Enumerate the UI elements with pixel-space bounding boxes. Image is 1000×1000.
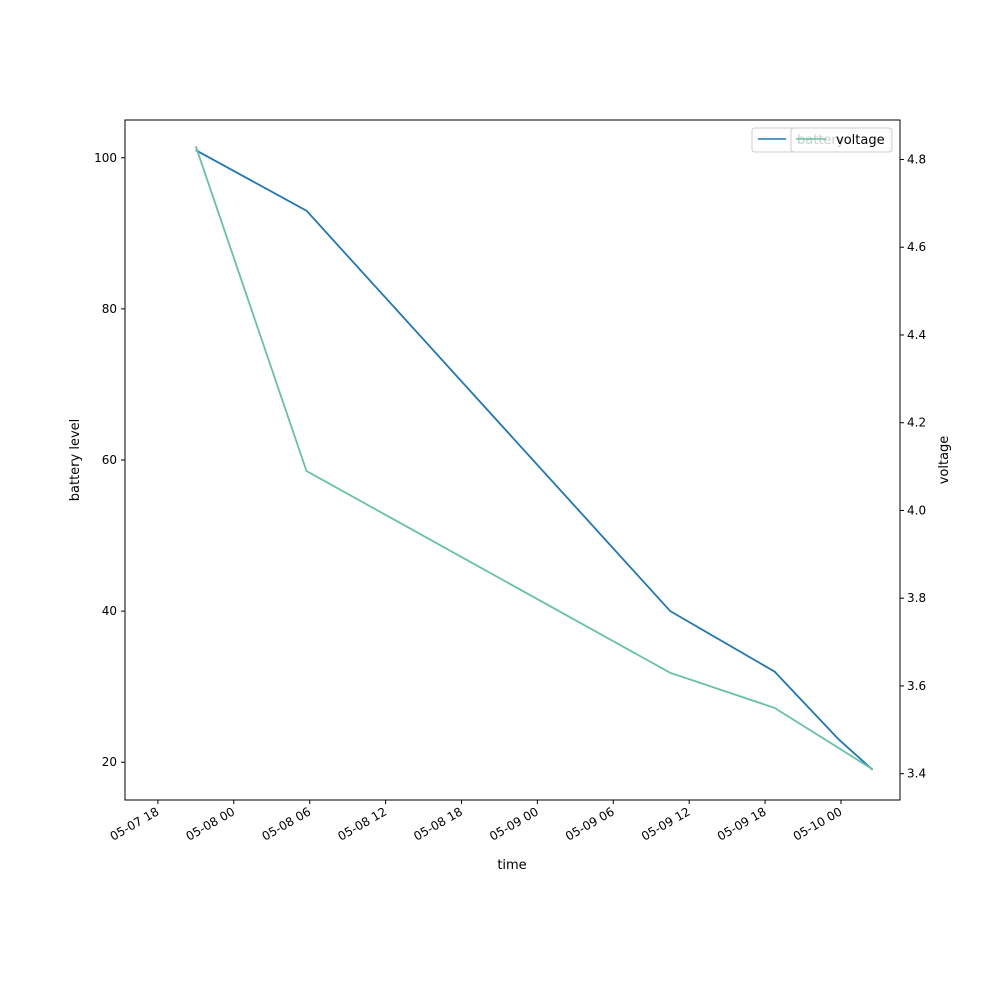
right-y-tick-label: 3.6 (907, 679, 926, 693)
series-line-battery (195, 149, 874, 771)
legend-voltage: voltage (790, 127, 893, 153)
left-y-tick-label: 100 (94, 151, 117, 165)
left-y-axis-label: battery level (68, 419, 83, 502)
right-y-tick-label: 4.8 (907, 152, 926, 166)
left-y-tick-label: 20 (102, 755, 117, 769)
left-y-axis: 20 40 60 80 100 (94, 151, 125, 769)
right-y-tick-label: 4.4 (907, 328, 926, 342)
series-line-voltage (194, 146, 874, 771)
left-y-tick-label: 60 (102, 453, 117, 467)
right-y-tick-label: 3.4 (907, 767, 926, 781)
right-y-axis: 3.4 3.6 3.8 4.0 4.2 4.4 4.6 4.8 (900, 152, 926, 781)
right-y-tick-label: 4.6 (907, 240, 926, 254)
legend-voltage-label: voltage (836, 133, 885, 148)
series-layer (194, 146, 874, 771)
left-y-tick-label: 80 (102, 302, 117, 316)
x-axis-label: time (497, 858, 526, 873)
right-y-tick-label: 4.2 (907, 416, 926, 430)
legend-voltage-frame (790, 127, 893, 153)
left-y-tick-label: 40 (102, 604, 117, 618)
right-y-tick-label: 3.8 (907, 591, 926, 605)
right-y-tick-label: 4.0 (907, 503, 926, 517)
right-y-axis-label: voltage (937, 436, 952, 485)
